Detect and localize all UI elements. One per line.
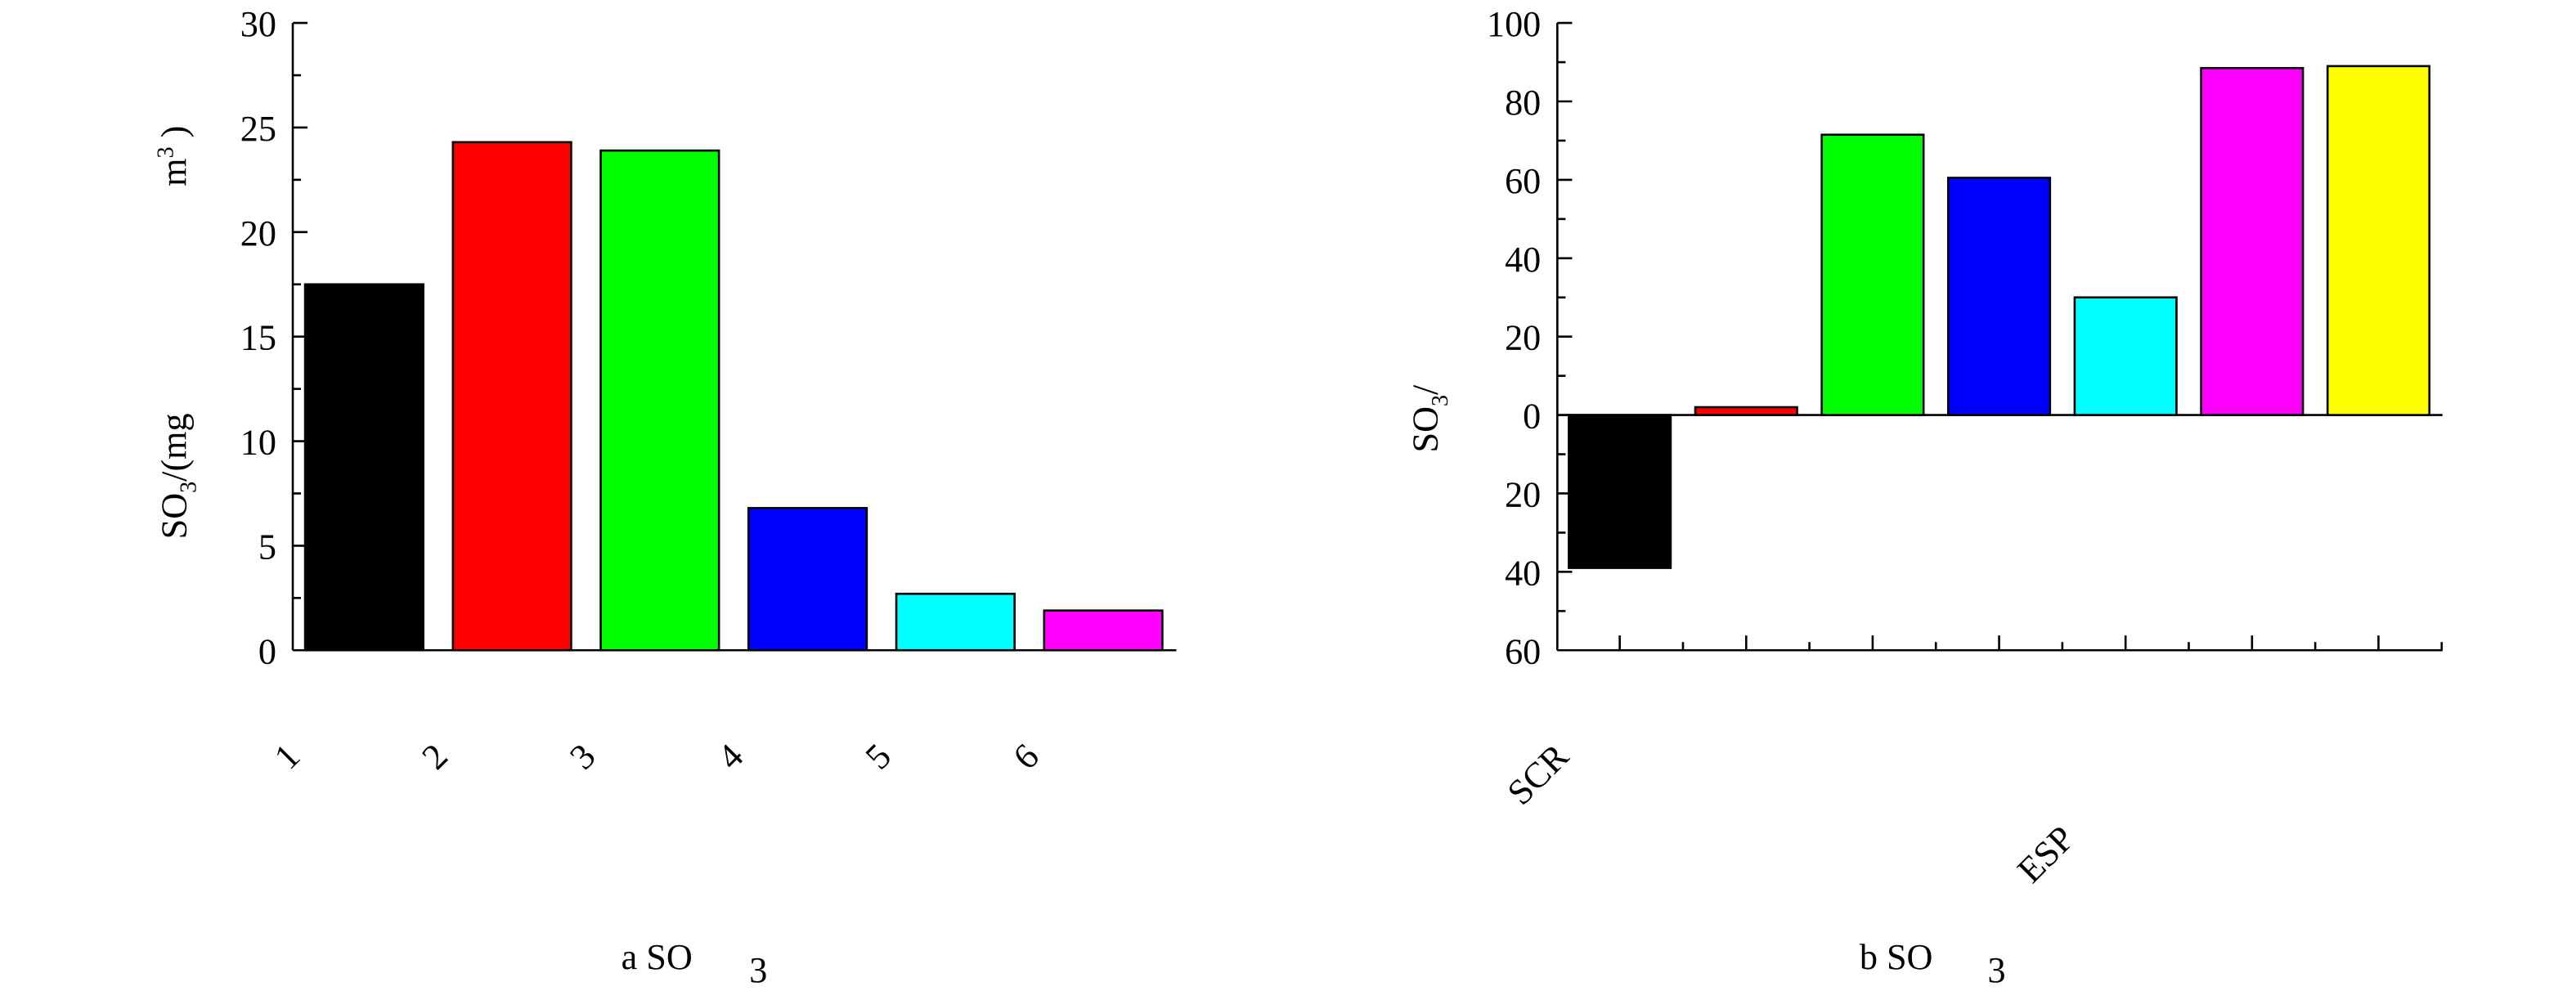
y-axis-unit: m3 ) [153,126,194,186]
y-tick-label: 100 [1487,4,1541,44]
label-part: SO [1406,406,1446,452]
y-tick-label: 20 [1505,318,1541,358]
y-axis-label: SO3/ [1406,384,1453,453]
y-axis-label: SO3/(mg [154,413,201,539]
label-part: /(mg [154,413,194,481]
caption-sub: 3 [749,950,767,990]
bar [2073,296,2178,416]
x-tick-label: 2 [415,736,456,777]
label-part: / [1406,384,1446,395]
bar [451,141,572,652]
label-part: SO [154,493,194,539]
label-part: ) [154,126,194,147]
bar [1946,177,2052,416]
bar [747,507,868,652]
x-tick-label: SCR [1500,736,1577,813]
x-tick-label: 4 [710,736,751,777]
y-tick-label: 20 [1505,475,1541,515]
bar [303,283,424,652]
x-tick-label: ESP [2010,818,2082,890]
y-tick-label: 25 [240,109,276,149]
bar [2200,66,2304,416]
y-tick-label: 40 [1505,240,1541,280]
x-tick-label: 1 [267,736,307,777]
y-tick-label: 5 [258,527,276,567]
x-tick-label: 5 [858,736,899,777]
y-tick-label: 0 [1523,397,1541,437]
y-tick-label: 15 [240,318,276,358]
bar [1694,406,1798,416]
bar [1820,133,1925,416]
caption: a SO [622,937,693,977]
label-sub: 3 [1428,395,1453,406]
y-tick-label: 80 [1505,83,1541,123]
bar [599,149,720,652]
y-tick-label: 60 [1505,631,1541,671]
label-sub: 3 [177,482,202,493]
caption: b SO [1860,937,1933,977]
label-part: m [154,159,194,186]
x-tick-label: 3 [562,736,603,777]
y-tick-label: 0 [258,631,276,671]
bar [1043,609,1164,652]
bar [1568,414,1672,569]
y-tick-label: 40 [1505,553,1541,593]
x-tick-label: 6 [1006,736,1047,777]
bar [895,592,1016,652]
caption-sub: 3 [1987,950,2005,990]
label-sup: 3 [153,146,178,158]
y-tick-label: 20 [240,213,276,253]
y-tick-label: 30 [240,4,276,44]
y-tick-label: 60 [1505,161,1541,201]
bar [2326,65,2431,416]
y-tick-label: 10 [240,423,276,463]
